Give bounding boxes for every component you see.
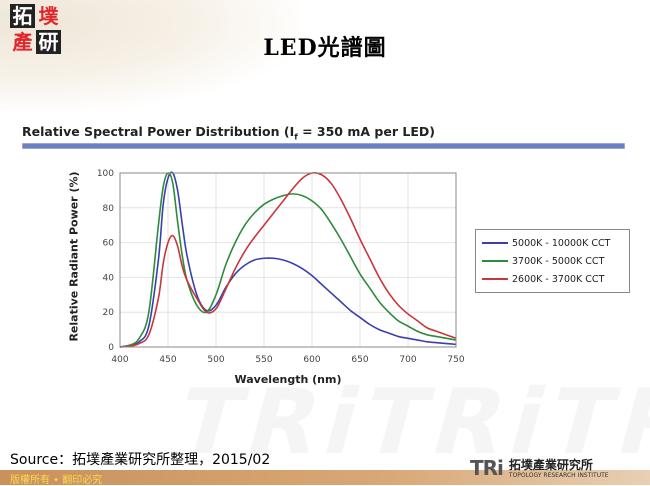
tri-logo-mark: TRi bbox=[470, 456, 504, 480]
legend-swatch bbox=[482, 260, 508, 262]
chart-legend: 5000K - 10000K CCT 3700K - 5000K CCT 260… bbox=[475, 229, 630, 293]
svg-text:40: 40 bbox=[103, 273, 115, 283]
chart-grid bbox=[119, 172, 457, 348]
legend-item: 2600K - 3700K CCT bbox=[482, 272, 604, 286]
legend-label: 5000K - 10000K CCT bbox=[512, 237, 611, 249]
tri-logo-en: TOPOLOGY RESEARCH INSTITUTE bbox=[508, 472, 609, 479]
x-axis-label: Wavelength (nm) bbox=[234, 373, 342, 386]
logo-char: 研 bbox=[36, 30, 61, 54]
svg-text:80: 80 bbox=[103, 204, 115, 214]
svg-text:450: 450 bbox=[159, 355, 176, 365]
chart-title-subscript: f bbox=[294, 132, 298, 142]
plot-frame bbox=[119, 172, 457, 348]
logo-char: 產 bbox=[12, 30, 33, 54]
series-line bbox=[119, 171, 457, 348]
chart-title: Relative Spectral Power Distribution (If… bbox=[22, 124, 435, 142]
tri-logo: TRi 拓墣產業研究所 TOPOLOGY RESEARCH INSTITUTE bbox=[470, 456, 609, 480]
logo-char: 墣 bbox=[38, 4, 59, 28]
legend-item: 3700K - 5000K CCT bbox=[482, 254, 604, 268]
svg-text:650: 650 bbox=[351, 355, 368, 365]
source-note: Source：拓墣產業研究所整理，2015/02 bbox=[10, 452, 271, 468]
header-background bbox=[0, 0, 300, 110]
legend-label: 3700K - 5000K CCT bbox=[512, 255, 605, 267]
chart-ticks: 400 450 500 550 600 650 700 750 0 20 40 60 80 100 bbox=[97, 169, 465, 365]
svg-text:500: 500 bbox=[207, 355, 224, 365]
series-line bbox=[119, 172, 457, 348]
footer-bar bbox=[0, 470, 650, 485]
svg-text:100: 100 bbox=[97, 169, 114, 179]
slide-title: LED光譜圖 bbox=[263, 35, 387, 61]
copyright-notice: 版權所有 • 翻印必究 bbox=[10, 475, 103, 486]
svg-text:400: 400 bbox=[111, 355, 128, 365]
chart-title-text: Relative Spectral Power Distribution (I bbox=[22, 124, 295, 139]
spectral-chart: 400 450 500 550 600 650 700 750 0 20 40 60 80 100 bbox=[97, 169, 465, 365]
svg-text:600: 600 bbox=[303, 355, 320, 365]
chart-title-rest: = 350 mA per LED) bbox=[297, 124, 435, 139]
svg-text:20: 20 bbox=[103, 308, 115, 318]
chart-title-rule bbox=[22, 143, 625, 149]
series-line bbox=[119, 171, 457, 348]
svg-text:700: 700 bbox=[399, 355, 416, 365]
legend-item: 5000K - 10000K CCT bbox=[482, 236, 610, 250]
svg-text:0: 0 bbox=[108, 343, 114, 353]
tri-logo-cn: 拓墣產業研究所 bbox=[508, 458, 593, 472]
svg-text:750: 750 bbox=[447, 355, 464, 365]
legend-swatch bbox=[482, 242, 508, 244]
logo-char: 拓 bbox=[10, 4, 35, 28]
legend-swatch bbox=[482, 278, 508, 280]
svg-text:60: 60 bbox=[103, 239, 115, 249]
svg-text:550: 550 bbox=[255, 355, 272, 365]
y-axis-label: Relative Radiant Power (%) bbox=[67, 171, 81, 342]
legend-label: 2600K - 3700K CCT bbox=[512, 273, 605, 285]
brand-logo: 拓 墣 產 研 bbox=[10, 4, 62, 54]
chart-series bbox=[119, 171, 457, 348]
tri-logo-text: 拓墣產業研究所 TOPOLOGY RESEARCH INSTITUTE bbox=[509, 459, 609, 480]
